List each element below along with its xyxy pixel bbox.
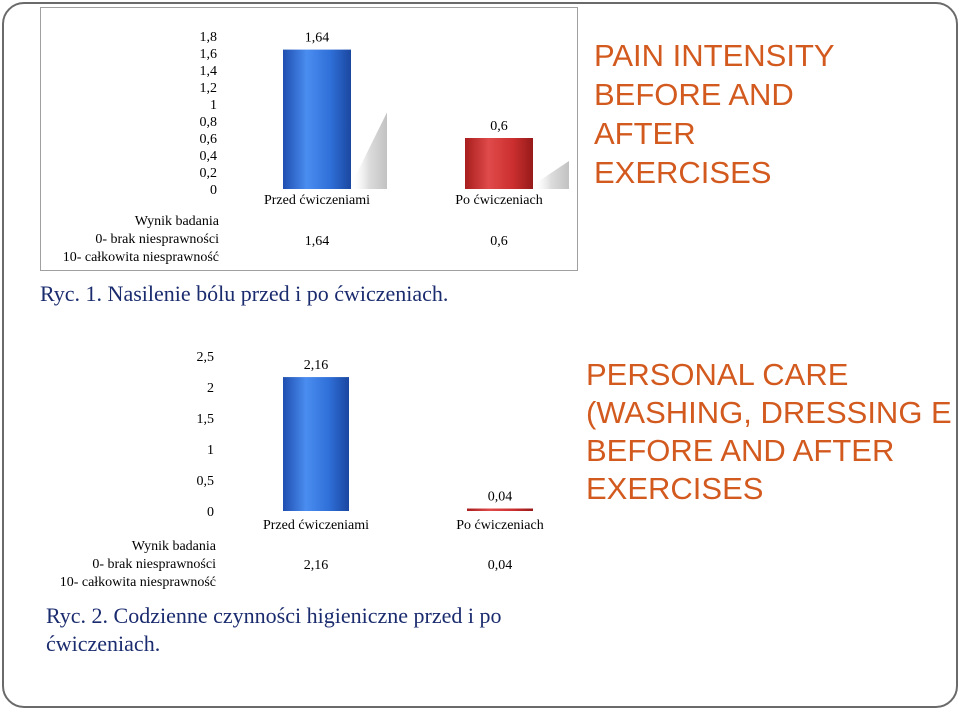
chart-1-y-tick-label: 1,8 xyxy=(200,30,218,45)
chart-1-data-label: 1,64 xyxy=(305,31,330,46)
chart-1-y-tick-label: 0,8 xyxy=(200,115,218,130)
chart-1-table-header-line: 10- całkowita niesprawność xyxy=(63,250,219,265)
chart-1-y-tick-label: 1,4 xyxy=(200,64,218,79)
chart-1-y-tick-label: 1 xyxy=(210,98,217,113)
chart-2-table-header-line: 10- całkowita niesprawność xyxy=(60,575,216,590)
chart-1-table-header-line: Wynik badania xyxy=(135,214,220,229)
chart-1-y-tick-label: 1,2 xyxy=(200,81,218,96)
chart-2-table-value: 0,04 xyxy=(488,558,513,573)
chart-2: 0 0,5 1 1,5 2 2,5 2,16 Przed ćwiczeniami 2,16 0,0… xyxy=(60,350,544,590)
chart-1-table-value: 1,64 xyxy=(305,234,330,249)
chart-1-y-tick-label: 0,6 xyxy=(200,132,218,147)
chart-2-y-tick-label: 0 xyxy=(207,505,214,520)
chart-1-category-label: Po ćwiczeniach xyxy=(455,193,542,208)
figure-2-caption: Ryc. 2. Codzienne czynności higieniczne … xyxy=(46,603,502,656)
figure-1-caption: Ryc. 1. Nasilenie bólu przed i po ćwicze… xyxy=(40,281,449,306)
chart-2-y-tick-label: 2,5 xyxy=(197,350,215,365)
chart-2-y-tick-label: 0,5 xyxy=(197,474,215,489)
chart-1-y-tick-label: 1,6 xyxy=(200,47,218,62)
chart-1-side-title: PAIN INTENSITY BEFORE AND AFTER EXERCISE… xyxy=(594,38,835,190)
chart-1-table-header-line: 0- brak niesprawności xyxy=(95,232,219,247)
chart-1-bar xyxy=(465,138,533,189)
chart-2-category-label: Przed ćwiczeniami xyxy=(263,518,369,533)
chart-2-category-label: Po ćwiczeniach xyxy=(456,518,543,533)
chart-1-bar-shadow xyxy=(351,112,387,189)
chart-1-bar-shadow xyxy=(533,160,569,189)
chart-2-y-tick-label: 2 xyxy=(207,381,214,396)
chart-2-bar xyxy=(467,508,533,511)
chart-1-bar xyxy=(283,49,351,189)
chart-2-y-tick-label: 1,5 xyxy=(197,412,215,427)
chart-1-y-tick-label: 0 xyxy=(210,183,217,198)
chart-2-y-tick-label: 1 xyxy=(207,443,214,458)
chart-1-y-tick-label: 0,4 xyxy=(200,149,218,164)
chart-2-data-label: 0,04 xyxy=(488,490,513,505)
chart-1-y-tick-label: 0,2 xyxy=(200,166,218,181)
chart-1-data-label: 0,6 xyxy=(490,119,508,134)
chart-2-data-label: 2,16 xyxy=(304,358,329,373)
chart-2-table-header-line: 0- brak niesprawności xyxy=(92,557,216,572)
chart-1-table-value: 0,6 xyxy=(490,234,508,249)
chart-2-bar xyxy=(283,377,349,511)
chart-1: 0 0,2 0,4 0,6 0,8 1 1,2 1,4 1,6 1,8 1,64 Przed ćwic… xyxy=(63,30,569,265)
chart-2-side-title: PERSONAL CARE (WASHING, DRESSING E BEFOR… xyxy=(586,357,952,506)
chart-2-table-value: 2,16 xyxy=(304,558,329,573)
chart-2-table-header-line: Wynik badania xyxy=(132,539,217,554)
chart-1-frame: 0 0,2 0,4 0,6 0,8 1 1,2 1,4 1,6 1,8 1,64 Przed ćwic… xyxy=(40,7,578,271)
chart-1-category-label: Przed ćwiczeniami xyxy=(264,193,370,208)
